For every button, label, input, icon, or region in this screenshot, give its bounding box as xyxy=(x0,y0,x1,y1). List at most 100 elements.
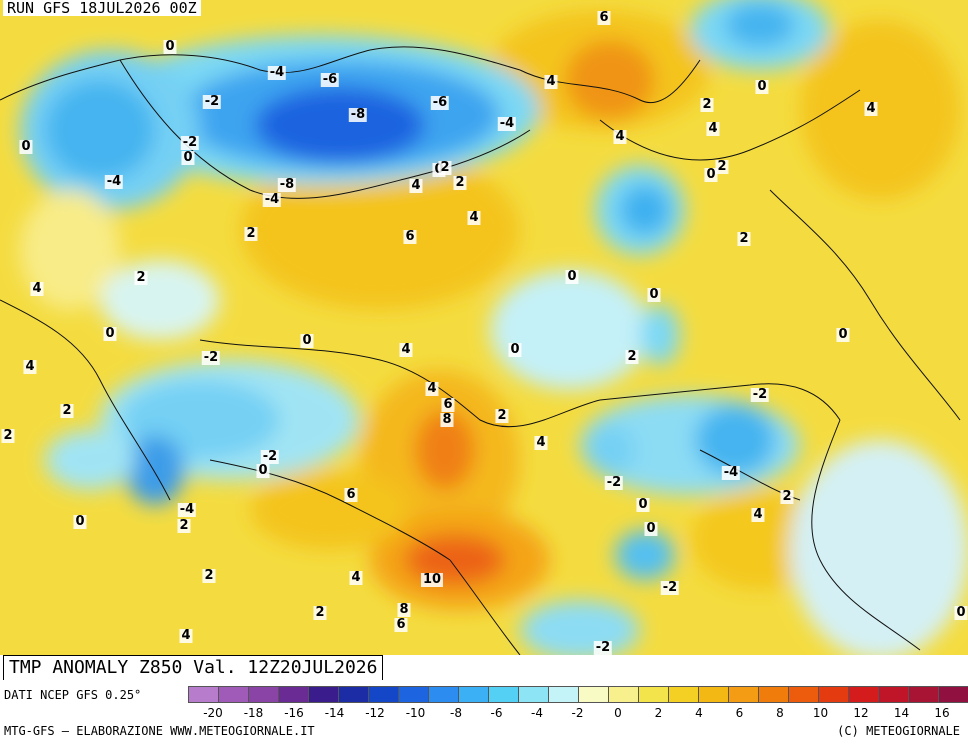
legend-swatch xyxy=(278,686,309,703)
contour-label: -4 xyxy=(267,65,287,80)
legend-tick-label: 16 xyxy=(934,706,950,720)
contour-label: 0 xyxy=(300,333,314,348)
legend-swatch xyxy=(938,686,968,703)
temperature-anomaly-map: 60-4-640-2-624-8-444-20002202-4-84-44262… xyxy=(0,0,968,655)
legend-swatch xyxy=(548,686,579,703)
contour-label: 6 xyxy=(441,397,455,412)
legend-tick-label: -6 xyxy=(490,706,503,720)
contour-label: -2 xyxy=(201,350,221,365)
field-title: TMP ANOMALY Z850 Val. 12Z20JUL2026 xyxy=(3,655,384,681)
legend-tick-label: -14 xyxy=(324,706,345,720)
legend-swatch xyxy=(398,686,429,703)
legend-swatch xyxy=(218,686,249,703)
contour-label: 2 xyxy=(715,159,729,174)
legend-swatch xyxy=(188,686,219,703)
contour-label: -6 xyxy=(320,72,340,87)
contour-label: 2 xyxy=(313,605,327,620)
legend-swatch xyxy=(638,686,669,703)
contour-label: -4 xyxy=(177,502,197,517)
contour-label: 2 xyxy=(700,97,714,112)
contour-label: -2 xyxy=(660,580,680,595)
legend-swatch xyxy=(578,686,609,703)
legend-swatch xyxy=(848,686,879,703)
contour-label: 0 xyxy=(836,327,850,342)
contour-label: 0 xyxy=(755,79,769,94)
contour-label: 0 xyxy=(181,150,195,165)
contour-label: -6 xyxy=(430,95,450,110)
legend-tick-label: 14 xyxy=(893,706,910,720)
contour-label: -8 xyxy=(277,177,297,192)
contour-label: 4 xyxy=(467,210,481,225)
legend-tick-label: -12 xyxy=(365,706,385,720)
legend-swatch xyxy=(698,686,729,703)
contour-label: 2 xyxy=(134,270,148,285)
contour-label: 8 xyxy=(397,602,411,617)
contour-label: 2 xyxy=(625,349,639,364)
contour-label: 0 xyxy=(644,521,658,536)
legend-tick-label: -8 xyxy=(450,706,462,720)
contour-label: 2 xyxy=(202,568,216,583)
legend-tick-label: 6 xyxy=(735,706,744,720)
contour-label: -2 xyxy=(750,387,770,402)
contour-label: 2 xyxy=(495,408,509,423)
contour-label: 2 xyxy=(438,160,452,175)
contour-label: 4 xyxy=(425,381,439,396)
legend-swatch xyxy=(338,686,369,703)
contour-label: 4 xyxy=(534,435,548,450)
contour-label: 0 xyxy=(103,326,117,341)
legend-swatch xyxy=(458,686,489,703)
legend-swatch xyxy=(878,686,909,703)
contour-label: 4 xyxy=(30,281,44,296)
legend-tick-label: -16 xyxy=(284,706,304,720)
contour-label: 0 xyxy=(954,605,968,620)
coastlines xyxy=(0,46,961,655)
contour-label: -2 xyxy=(202,94,222,109)
contour-label: 6 xyxy=(403,229,417,244)
legend-tick-label: 8 xyxy=(776,706,784,720)
contour-label: -4 xyxy=(497,116,517,131)
contour-label: -2 xyxy=(593,640,613,655)
legend-swatch xyxy=(368,686,399,703)
contour-label: 4 xyxy=(751,507,765,522)
contour-label: 4 xyxy=(399,342,413,357)
legend-tick-label: -2 xyxy=(571,706,584,720)
contour-label: 6 xyxy=(597,10,611,25)
legend-swatch xyxy=(608,686,639,703)
contour-label: 0 xyxy=(256,463,270,478)
contour-label: 0 xyxy=(704,167,718,182)
contour-label: -2 xyxy=(604,475,624,490)
contour-label: -4 xyxy=(104,174,124,189)
legend-swatch xyxy=(488,686,519,703)
data-source-label: DATI NCEP GFS 0.25° xyxy=(4,688,142,702)
contour-label: 4 xyxy=(349,570,363,585)
contour-label: 4 xyxy=(23,359,37,374)
legend-swatch xyxy=(668,686,699,703)
contour-label: 6 xyxy=(344,487,358,502)
legend-tick-label: -20 xyxy=(203,706,223,720)
legend-swatch xyxy=(248,686,279,703)
contour-label: 4 xyxy=(864,101,878,116)
legend-tick-label: -18 xyxy=(243,706,264,720)
contour-label: 4 xyxy=(179,628,193,643)
legend-tick-label: -10 xyxy=(405,706,426,720)
contour-label: 4 xyxy=(706,121,720,136)
contour-label: 2 xyxy=(780,489,794,504)
contour-label: 2 xyxy=(1,428,15,443)
contour-label: 4 xyxy=(613,129,627,144)
contour-label: 2 xyxy=(244,226,258,241)
contour-label: 2 xyxy=(177,518,191,533)
legend-swatch xyxy=(758,686,789,703)
contour-label: 2 xyxy=(60,403,74,418)
legend-swatch xyxy=(908,686,939,703)
credit-left: MTG-GFS — ELABORAZIONE WWW.METEOGIORNALE… xyxy=(4,724,315,738)
contour-label: 8 xyxy=(440,412,454,427)
contour-label: 6 xyxy=(394,617,408,632)
legend-tick-label: 2 xyxy=(654,706,663,720)
map-field-svg xyxy=(0,0,968,655)
legend-swatch xyxy=(788,686,819,703)
contour-label: 0 xyxy=(163,39,177,54)
contour-label: 0 xyxy=(508,342,522,357)
contour-label: -4 xyxy=(262,192,282,207)
contour-label: -4 xyxy=(721,465,741,480)
anomaly-field xyxy=(20,0,968,655)
